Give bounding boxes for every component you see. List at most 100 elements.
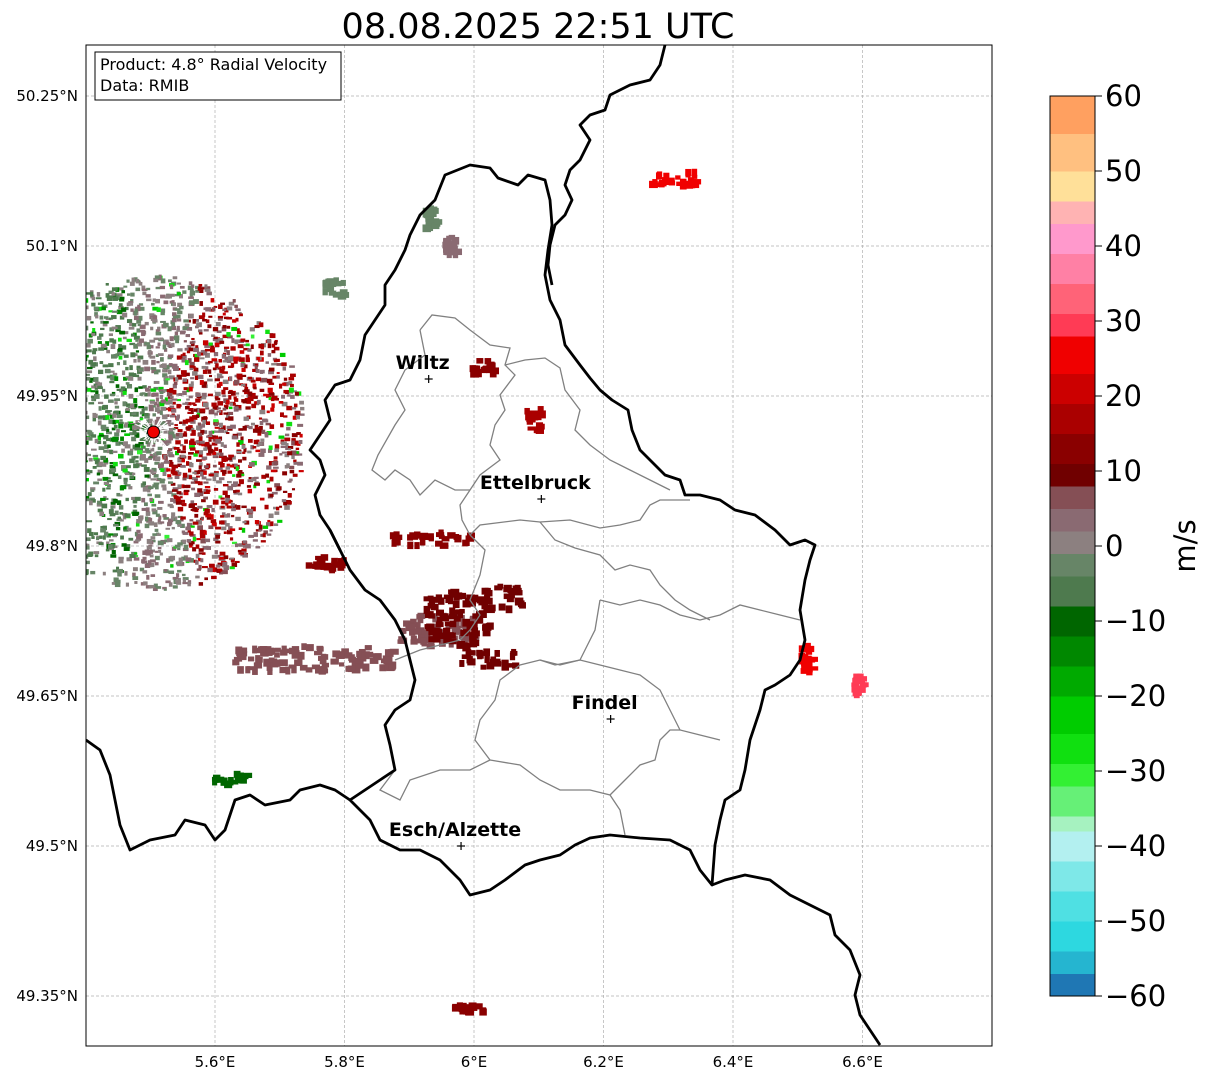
clutter-pixel: [132, 509, 138, 514]
clutter-pixel: [168, 454, 175, 458]
clutter-pixel: [102, 388, 106, 393]
clutter-pixel: [163, 588, 167, 591]
clutter-pixel: [145, 424, 151, 429]
clutter-pixel: [69, 351, 73, 353]
colorbar-band: [1050, 861, 1095, 892]
clutter-pixel: [50, 464, 55, 467]
clutter-pixel: [289, 383, 294, 388]
clutter-pixel: [177, 456, 182, 462]
clutter-pixel: [147, 486, 154, 490]
clutter-pixel: [247, 488, 253, 494]
echo-pixel: [482, 365, 489, 373]
clutter-pixel: [189, 367, 194, 371]
clutter-pixel: [19, 376, 24, 380]
clutter-pixel: [218, 381, 223, 386]
clutter-pixel: [230, 424, 236, 429]
clutter-pixel: [45, 417, 49, 419]
clutter-pixel: [218, 477, 225, 481]
echo-pixel: [388, 664, 396, 670]
clutter-pixel: [146, 538, 152, 544]
clutter-pixel: [56, 368, 60, 372]
clutter-pixel: [264, 431, 269, 436]
clutter-pixel: [203, 430, 208, 434]
clutter-pixel: [148, 353, 152, 358]
echo-patch: [851, 673, 869, 699]
echo-pixel: [351, 661, 359, 668]
clutter-pixel: [72, 484, 76, 488]
clutter-pixel: [142, 556, 147, 560]
clutter-pixel: [291, 440, 295, 446]
clutter-pixel: [35, 374, 39, 379]
clutter-pixel: [69, 305, 74, 309]
clutter-pixel: [160, 311, 165, 316]
clutter-pixel: [215, 540, 221, 544]
clutter-pixel: [24, 500, 27, 502]
clutter-pixel: [40, 337, 45, 340]
clutter-pixel: [55, 320, 59, 325]
echo-pixel: [451, 236, 460, 245]
clutter-pixel: [259, 425, 263, 431]
clutter-pixel: [86, 349, 92, 353]
echo-pixel: [316, 645, 324, 651]
clutter-pixel: [49, 484, 54, 486]
clutter-pixel: [33, 422, 39, 425]
clutter-pixel: [49, 460, 52, 462]
clutter-pixel: [146, 517, 153, 523]
echo-pixel: [481, 587, 489, 595]
clutter-pixel: [222, 312, 226, 316]
clutter-pixel: [62, 423, 67, 427]
clutter-pixel: [100, 464, 107, 467]
echo-pixel: [503, 593, 509, 600]
clutter-pixel: [25, 506, 30, 511]
clutter-pixel: [242, 344, 248, 347]
echo-pixel: [484, 358, 492, 365]
clutter-pixel: [142, 446, 146, 449]
clutter-pixel: [220, 302, 225, 305]
clutter-pixel: [185, 474, 192, 479]
clutter-pixel: [212, 451, 217, 456]
clutter-pixel: [222, 455, 227, 459]
clutter-pixel: [62, 419, 67, 423]
clutter-pixel: [82, 433, 86, 437]
clutter-pixel: [291, 390, 297, 393]
echo-pixel: [464, 635, 471, 642]
clutter-pixel: [186, 522, 193, 528]
clutter-pixel: [208, 439, 212, 442]
clutter-pixel: [72, 479, 75, 481]
clutter-pixel: [93, 306, 99, 310]
clutter-pixel: [204, 284, 208, 288]
clutter-pixel: [116, 428, 120, 433]
clutter-pixel: [159, 478, 165, 484]
clutter-pixel: [106, 429, 110, 432]
clutter-pixel: [98, 347, 105, 351]
clutter-pixel: [99, 535, 103, 539]
echo-pixel: [247, 656, 255, 662]
clutter-pixel: [174, 544, 181, 548]
clutter-pixel: [46, 487, 50, 491]
clutter-pixel: [300, 413, 305, 416]
clutter-pixel: [201, 565, 208, 569]
clutter-pixel: [132, 498, 138, 504]
clutter-pixel: [198, 436, 203, 441]
clutter-pixel: [119, 461, 125, 465]
echo-pixel: [391, 538, 401, 546]
clutter-pixel: [191, 402, 196, 405]
clutter-pixel: [37, 483, 41, 486]
clutter-pixel: [192, 299, 199, 304]
clutter-pixel: [177, 506, 184, 512]
clutter-pixel: [268, 367, 275, 372]
clutter-pixel: [258, 343, 265, 349]
clutter-pixel: [259, 497, 265, 501]
clutter-pixel: [123, 544, 130, 548]
echo-patch: [459, 648, 520, 671]
clutter-pixel: [270, 469, 277, 473]
clutter-pixel: [71, 410, 74, 415]
clutter-pixel: [144, 392, 149, 397]
clutter-pixel: [176, 374, 182, 380]
clutter-pixel: [205, 538, 211, 543]
echo-pixel: [305, 562, 313, 569]
clutter-pixel: [119, 298, 125, 302]
echo-patch: [649, 168, 702, 190]
clutter-pixel: [227, 365, 233, 369]
clutter-pixel: [187, 468, 192, 473]
